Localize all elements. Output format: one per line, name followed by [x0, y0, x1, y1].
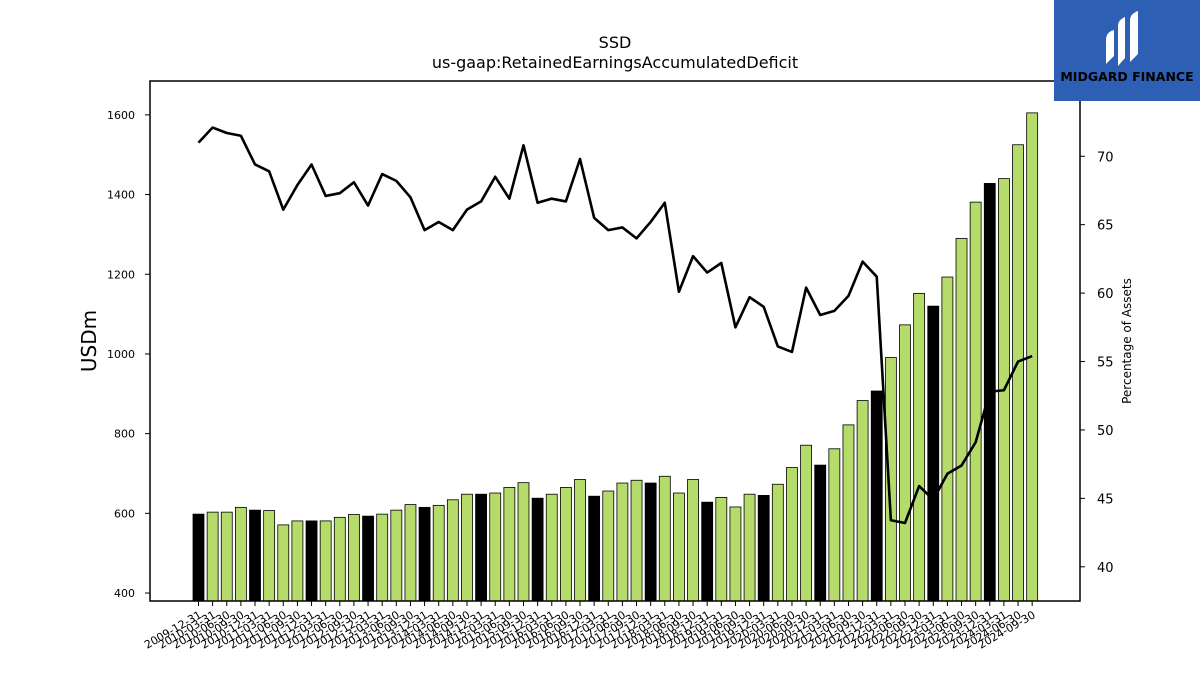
bar	[644, 482, 657, 602]
y2-tick-label: 70	[1097, 150, 1114, 165]
bar	[559, 487, 572, 602]
bar	[814, 464, 827, 602]
chart-title: SSD	[599, 33, 632, 52]
bar	[757, 495, 770, 602]
bar	[475, 493, 488, 602]
y2-tick-label: 50	[1097, 424, 1114, 439]
bar	[305, 520, 318, 602]
chart-subtitle: us-gaap:RetainedEarningsAccumulatedDefic…	[432, 53, 798, 72]
bar	[348, 514, 360, 602]
right-axis-ticks: 40 45 50 55 60 65 70	[1080, 150, 1114, 576]
bar	[673, 492, 685, 602]
bar	[291, 520, 304, 602]
bar	[574, 479, 586, 602]
bar	[446, 499, 459, 602]
bar	[432, 504, 445, 602]
y-tick-label: 600	[114, 507, 135, 520]
bar	[418, 506, 431, 602]
y-tick-label: 1200	[107, 268, 135, 281]
bar	[263, 510, 276, 602]
bar	[319, 520, 332, 602]
bar	[771, 483, 784, 602]
bar	[192, 513, 205, 602]
bars	[192, 112, 1039, 602]
bar	[545, 493, 558, 602]
logo-background	[1054, 0, 1200, 101]
bar	[969, 201, 982, 602]
bar	[800, 444, 812, 602]
bar	[658, 475, 671, 602]
bar	[362, 515, 374, 602]
bar	[206, 511, 219, 602]
bar	[941, 276, 954, 602]
bar	[899, 324, 911, 602]
logo-wordmark: MIDGARD FINANCE	[1060, 69, 1193, 84]
bar	[461, 493, 473, 602]
bar	[616, 482, 629, 602]
percentage-line-layer	[197, 126, 1033, 525]
bar	[404, 504, 417, 602]
left-axis-ticks: 400 600 800 1000 1200 1400 1600	[107, 109, 150, 600]
logo-mark-icon	[1106, 11, 1138, 66]
bar	[588, 495, 601, 602]
y2-tick-label: 55	[1097, 356, 1114, 371]
bar	[489, 492, 502, 602]
bar	[531, 497, 544, 602]
bar	[729, 506, 742, 602]
y-tick-label: 1600	[107, 109, 135, 122]
y2-tick-label: 60	[1097, 287, 1114, 302]
y2-tick-label: 65	[1097, 219, 1114, 234]
bar	[1012, 144, 1024, 602]
y-tick-label: 1400	[107, 189, 135, 202]
bar	[743, 493, 756, 602]
bar	[517, 482, 530, 602]
bar	[602, 490, 615, 602]
bar	[786, 467, 798, 602]
y-axis-label: USDm	[77, 310, 101, 372]
bar	[376, 513, 389, 602]
y2-tick-label: 45	[1097, 492, 1114, 507]
bar	[687, 479, 699, 602]
bar	[503, 487, 516, 602]
bar	[249, 509, 261, 602]
y-tick-label: 800	[114, 428, 135, 441]
bar	[828, 448, 841, 602]
bar	[701, 501, 714, 602]
midgard-finance-logo: MIDGARD FINANCE	[1054, 0, 1200, 101]
bar	[884, 357, 897, 602]
bar	[913, 292, 926, 602]
bar	[333, 516, 346, 602]
y2-axis-label: Percentage of Assets	[1120, 278, 1134, 404]
plot-frame	[149, 80, 1081, 602]
y-tick-label: 1000	[107, 348, 135, 361]
y2-tick-label: 40	[1097, 561, 1114, 576]
bar	[856, 400, 869, 602]
percentage-of-assets-line	[197, 126, 1033, 525]
bar	[220, 511, 233, 602]
bar	[390, 509, 403, 602]
bar	[870, 390, 883, 602]
bar	[277, 524, 290, 602]
bar	[955, 237, 968, 602]
x-axis-ticks: 2009-12-312010-03-312010-06-302010-09-30…	[142, 601, 1038, 652]
bar	[715, 496, 728, 602]
bar	[630, 479, 643, 602]
y-tick-label: 400	[114, 587, 135, 600]
bar	[234, 506, 247, 602]
bar	[842, 424, 855, 602]
bar	[927, 305, 940, 602]
